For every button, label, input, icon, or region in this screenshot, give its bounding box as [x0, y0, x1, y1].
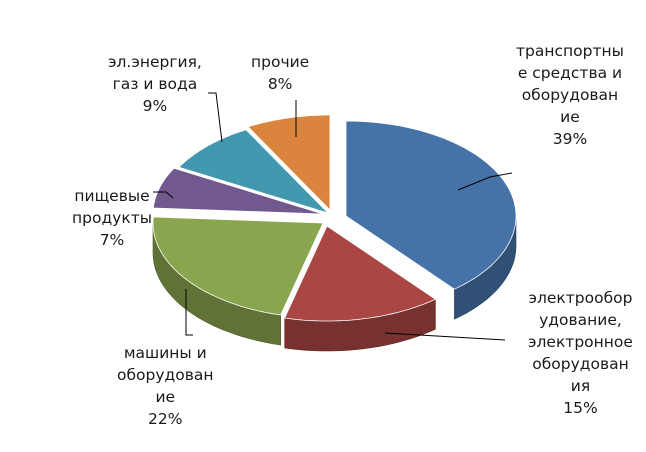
leader-line-0: [457, 172, 513, 191]
slice-percent: 22%: [148, 410, 183, 428]
slice-label-line: электронное: [528, 333, 633, 351]
slice-label-line: ие: [155, 388, 176, 406]
slice-label-line: е средства и: [517, 64, 623, 82]
slice-label-3: пищевые продукты 7%: [72, 185, 152, 251]
slice-label-4: эл.энергия, газ и вода 9%: [108, 51, 202, 117]
leader-line-1: [384, 332, 506, 341]
slice-label-line: транспортны: [516, 42, 624, 60]
pie-slice-0: [345, 120, 517, 290]
slice-percent: 15%: [563, 399, 598, 417]
slice-percent: 8%: [267, 75, 293, 93]
pie-slice-2: [152, 216, 324, 316]
slice-label-0: транспортны е средства и оборудован ие 39%: [516, 40, 624, 150]
leader-line-3: [153, 191, 174, 199]
slice-label-2: машины и оборудован ие 22%: [117, 342, 214, 430]
slice-label-line: удование,: [539, 311, 622, 329]
pie-slice-1: [284, 225, 437, 322]
slice-label-line: оборудован: [521, 86, 619, 104]
slice-label-line: газ и вода: [112, 75, 198, 93]
pie-tops: [152, 114, 517, 322]
pie-slice-5: [247, 114, 331, 211]
slice-label-line: пищевые: [74, 187, 150, 205]
slice-label-line: эл.энергия,: [108, 53, 202, 71]
leader-line-2: [185, 289, 193, 336]
slice-label-1: электрообор удование, электронное оборудова…: [528, 287, 633, 419]
pie-slice-3: [152, 167, 324, 215]
slice-label-line: электрообор: [528, 289, 633, 307]
slice-label-line: машины и: [123, 344, 207, 362]
slice-label-line: ия: [570, 377, 591, 395]
leader-lines: [153, 92, 513, 341]
slice-percent: 39%: [552, 130, 588, 148]
pie-sides: [152, 215, 517, 352]
pie-slice-4: [178, 129, 329, 214]
slice-label-5: прочие 8%: [251, 51, 309, 95]
slice-percent: 9%: [142, 97, 168, 115]
slice-label-line: оборудован: [117, 366, 214, 384]
leader-line-4: [208, 92, 223, 143]
slice-label-line: прочие: [251, 53, 310, 71]
slice-label-line: продукты: [72, 209, 152, 227]
slice-percent: 7%: [99, 231, 125, 249]
slice-label-line: оборудован: [532, 355, 629, 373]
slice-label-line: ие: [560, 108, 580, 126]
